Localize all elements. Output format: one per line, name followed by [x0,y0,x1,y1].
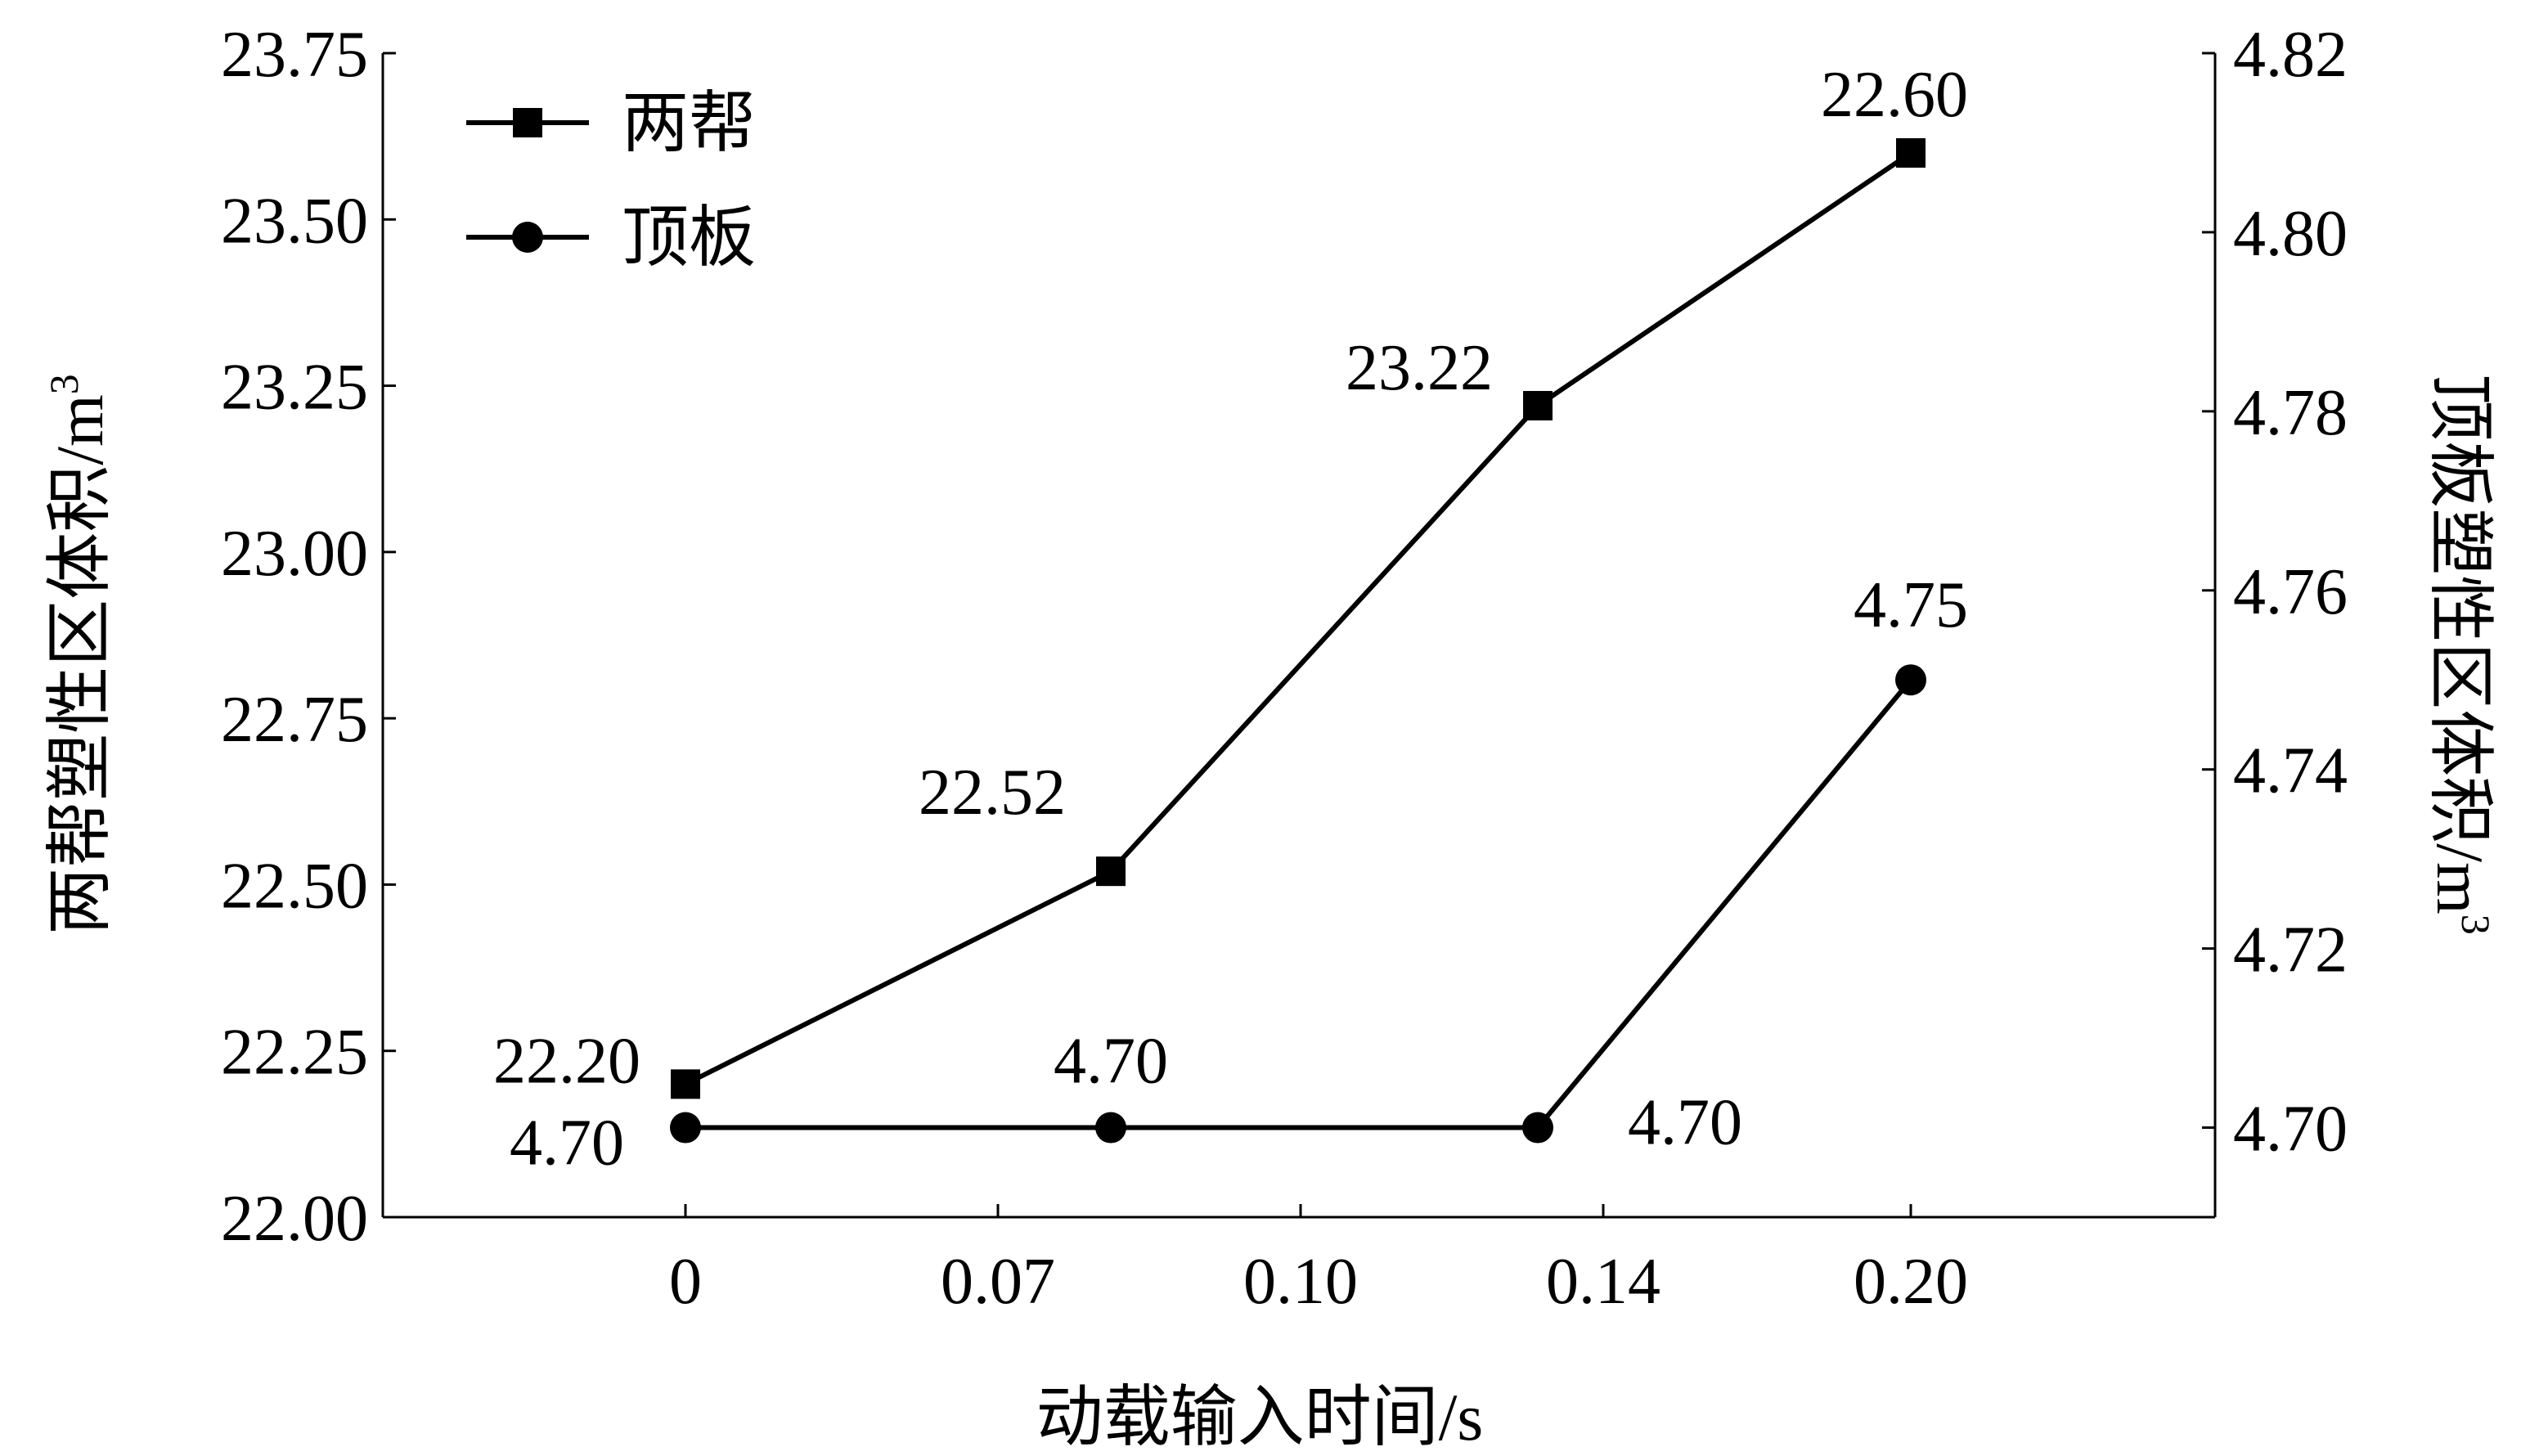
right-y-tick-label: 4.74 [2233,735,2348,807]
left-y-tick-label: 23.00 [221,518,368,590]
right-y-tick-label: 4.80 [2233,198,2348,270]
left-y-axis-ticks: 22.00 22.25 22.50 22.75 23.00 23.25 23.50 23.75 [221,19,396,1255]
data-label: 4.70 [1054,1026,1168,1098]
data-point [1523,390,1553,420]
legend-marker [513,108,542,137]
data-point [671,1069,700,1099]
left-y-tick-label: 23.25 [221,352,368,424]
data-point [1896,137,1926,168]
legend-label: 两帮 [622,86,756,160]
left-y-tick-label: 22.75 [221,684,368,756]
series-line-sides [684,151,1912,1087]
x-tick-label: 0.20 [1854,1246,1968,1318]
right-y-axis-title-text: 顶板塑性区体积/m [2423,374,2497,914]
data-point [670,1112,701,1144]
x-tick-label: 0.10 [1243,1246,1358,1318]
x-axis-ticks: 0 0.07 0.10 0.14 0.20 [669,1204,1968,1318]
data-label: 22.20 [493,1025,640,1097]
data-label: 22.52 [919,757,1066,829]
x-tick-label: 0.14 [1546,1246,1660,1318]
x-axis-title: 动载输入时间/s [1036,1380,1484,1454]
data-labels: 22.20 22.52 23.22 22.60 4.70 4.70 4.70 4.75 [493,59,1968,1180]
left-y-tick-label: 23.50 [221,185,368,257]
legend-label: 顶板 [622,200,756,275]
left-y-axis-title: 两帮塑性区体积/m3 [41,374,117,935]
left-y-axis-title-text: 两帮塑性区体积/m [43,394,117,935]
data-label: 22.60 [1821,59,1968,131]
data-label: 23.22 [1346,332,1493,404]
x-tick-label: 0.07 [941,1246,1055,1318]
right-y-tick-label: 4.82 [2233,19,2348,91]
right-y-tick-label: 4.76 [2233,556,2348,628]
right-y-axis-ticks: 4.70 4.72 4.74 4.76 4.78 4.80 4.82 [2202,19,2348,1166]
series-line-roof [685,678,1913,1130]
data-label: 4.70 [1628,1087,1742,1159]
data-point [1895,664,1926,696]
left-y-tick-label: 22.50 [221,850,368,922]
right-y-tick-label: 4.72 [2233,914,2348,986]
data-label: 4.70 [510,1108,624,1180]
right-y-axis-title-sup: 3 [2453,914,2499,935]
data-point [1095,1112,1126,1144]
data-point [1096,856,1126,887]
right-y-tick-label: 4.70 [2233,1094,2348,1166]
left-y-tick-label: 22.00 [221,1183,368,1255]
x-tick-label: 0 [669,1246,702,1318]
right-y-tick-label: 4.78 [2233,377,2348,449]
series-layer [670,137,1926,1144]
right-y-axis-title: 顶板塑性区体积/m3 [2423,374,2499,935]
data-point [1522,1112,1553,1144]
left-y-tick-label: 23.75 [221,19,368,91]
legend-marker [512,222,543,253]
data-label: 4.75 [1854,569,1968,641]
left-y-axis-title-sup: 3 [41,374,87,394]
left-y-tick-label: 22.25 [221,1017,368,1089]
